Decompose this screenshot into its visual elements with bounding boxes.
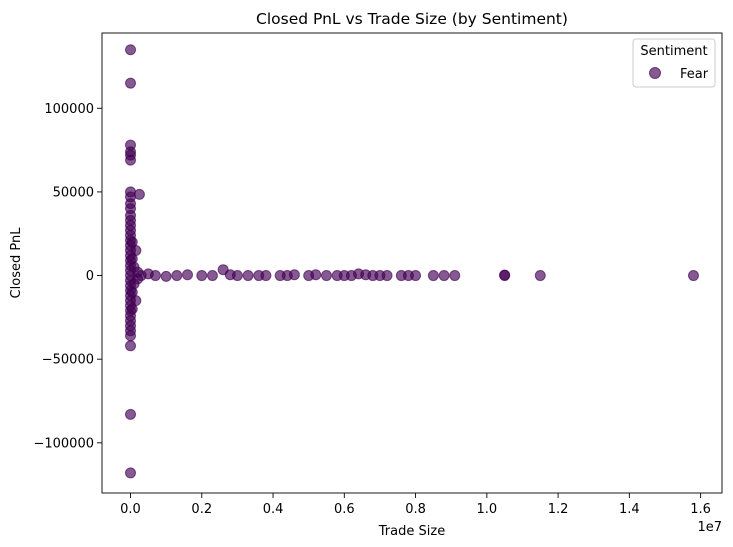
data-point: [449, 270, 461, 282]
data-point: [410, 270, 422, 282]
data-point: [310, 269, 322, 281]
data-point: [499, 269, 511, 281]
data-point: [206, 270, 218, 282]
data-point: [260, 270, 272, 282]
y-tick-label: 0: [86, 269, 94, 284]
y-tick-label: −100000: [33, 436, 94, 451]
x-tick-label: 1.6: [690, 502, 711, 517]
data-point: [125, 340, 137, 352]
data-point: [149, 270, 161, 282]
points-layer: [125, 44, 699, 479]
data-point: [288, 269, 300, 281]
y-tick-label: 100000: [44, 102, 94, 117]
data-point: [182, 269, 194, 281]
x-axis-label: Trade Size: [378, 524, 445, 539]
data-point: [242, 270, 254, 282]
data-point: [427, 270, 439, 282]
y-axis-label: Closed PnL: [9, 227, 24, 299]
x-tick-label: 0.4: [263, 502, 284, 517]
chart-title: Closed PnL vs Trade Size (by Sentiment): [256, 10, 568, 28]
legend: Sentiment Fear: [632, 38, 716, 88]
x-tick-label: 0.6: [334, 502, 355, 517]
x-tick-label: 0.2: [191, 502, 212, 517]
data-point: [231, 270, 243, 282]
x-tick-label: 1.4: [619, 502, 640, 517]
data-point: [171, 270, 183, 282]
data-point: [130, 295, 142, 307]
legend-marker-fear: [649, 67, 661, 79]
x-axis-offset-label: 1e7: [697, 520, 722, 535]
data-point: [133, 188, 145, 200]
plot-frame: [101, 32, 723, 494]
data-point: [196, 270, 208, 282]
legend-label-fear: Fear: [680, 67, 709, 82]
data-point: [125, 77, 137, 89]
legend-title: Sentiment: [640, 44, 707, 59]
data-point: [381, 270, 393, 282]
data-point: [125, 330, 137, 342]
data-point: [320, 270, 332, 282]
x-tick-label: 1.0: [476, 502, 497, 517]
x-axis: 0.0 0.2 0.4 0.6 0.8 1.0 1.2 1.4 1.6: [120, 493, 711, 517]
data-point: [125, 154, 137, 166]
data-point: [125, 44, 137, 56]
x-tick-label: 1.2: [548, 502, 569, 517]
data-point: [160, 270, 172, 282]
y-tick-label: 50000: [53, 185, 94, 200]
y-axis: −100000 −50000 0 50000 100000: [33, 102, 102, 451]
data-point: [125, 408, 137, 420]
data-point: [534, 270, 546, 282]
y-tick-label: −50000: [42, 353, 94, 368]
x-tick-label: 0.8: [405, 502, 426, 517]
data-point: [687, 270, 699, 282]
x-tick-label: 0.0: [120, 502, 141, 517]
data-point: [130, 244, 142, 256]
data-point: [125, 467, 137, 479]
data-point: [438, 270, 450, 282]
